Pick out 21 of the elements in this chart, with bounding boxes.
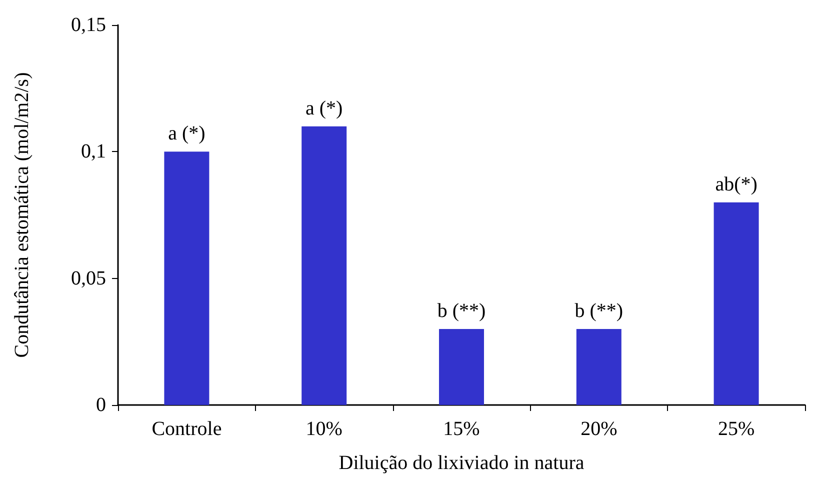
x-tick-label: 25% bbox=[718, 418, 755, 440]
y-tick-label: 0,1 bbox=[81, 140, 106, 163]
y-tick-label: 0,15 bbox=[71, 14, 106, 36]
bar bbox=[714, 202, 759, 405]
annotation: b (**) bbox=[574, 300, 624, 322]
bar bbox=[439, 329, 484, 405]
x-tick-label: 20% bbox=[580, 418, 618, 440]
annotation: b (**) bbox=[437, 300, 486, 322]
y-axis-title: Condutância estomática (mol/m2/s) bbox=[11, 72, 33, 358]
annotation: a (*) bbox=[168, 122, 206, 145]
y-tick-label: 0,05 bbox=[71, 267, 106, 290]
bar bbox=[576, 329, 622, 405]
bar bbox=[302, 126, 347, 405]
x-tick-label: Controle bbox=[152, 418, 222, 440]
y-tick-label: 0 bbox=[96, 394, 106, 416]
annotation: a (*) bbox=[306, 97, 343, 120]
annotation: ab(*) bbox=[715, 173, 758, 196]
bar bbox=[164, 152, 210, 405]
x-tick-label: 10% bbox=[306, 418, 342, 440]
x-axis-title: Diluição do lixiviado in natura bbox=[338, 452, 584, 474]
x-tick-label: 15% bbox=[443, 418, 480, 440]
